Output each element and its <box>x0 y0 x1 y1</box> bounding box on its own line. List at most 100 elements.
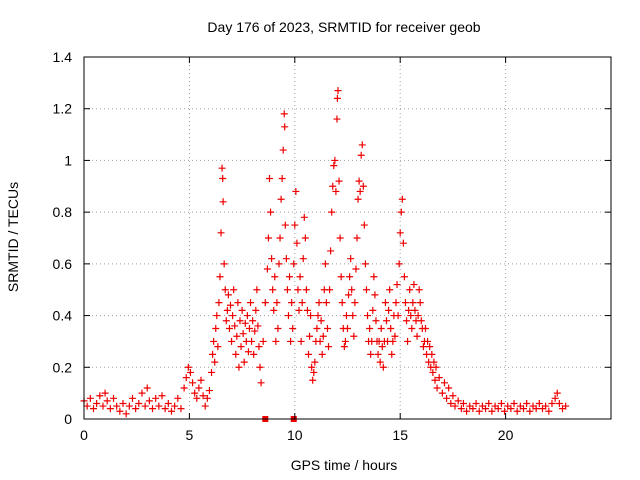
data-point <box>367 350 375 358</box>
data-point <box>218 164 226 172</box>
data-point <box>269 286 277 294</box>
data-point <box>236 317 244 325</box>
data-point <box>282 255 290 263</box>
data-point <box>387 325 395 332</box>
data-point <box>356 187 364 195</box>
data-point <box>488 407 496 415</box>
data-point <box>548 399 556 407</box>
data-point <box>388 350 396 358</box>
data-point <box>421 325 429 332</box>
data-point <box>89 405 97 413</box>
data-point <box>203 394 211 402</box>
data-point <box>177 405 185 413</box>
data-point <box>158 392 166 400</box>
data-point <box>394 312 402 320</box>
data-points <box>80 87 570 418</box>
data-point <box>306 332 314 340</box>
chart-title: Day 176 of 2023, SRMTID for receiver geo… <box>207 19 480 35</box>
data-point <box>199 392 207 400</box>
data-point <box>407 312 415 320</box>
data-point <box>256 363 264 371</box>
data-point <box>248 337 256 345</box>
data-point <box>212 325 220 332</box>
data-point <box>376 358 384 366</box>
data-point <box>332 187 340 195</box>
data-point <box>271 273 279 281</box>
data-point <box>307 312 315 320</box>
data-point <box>219 198 227 206</box>
data-point <box>277 195 285 203</box>
data-point <box>164 399 172 407</box>
data-point <box>215 299 223 307</box>
data-point <box>257 379 265 387</box>
data-point <box>395 260 403 268</box>
data-point <box>472 399 480 407</box>
data-point <box>241 319 249 327</box>
data-point <box>430 358 438 366</box>
plot-frame <box>83 56 612 420</box>
data-point <box>86 394 94 402</box>
data-point <box>393 281 401 289</box>
data-point <box>284 312 292 320</box>
data-point <box>249 317 257 325</box>
data-point <box>331 156 339 164</box>
data-point <box>342 312 350 320</box>
data-point <box>119 399 127 407</box>
data-point <box>184 363 192 371</box>
data-point <box>297 337 305 345</box>
data-point <box>317 317 325 325</box>
data-point <box>243 312 251 320</box>
data-point <box>410 281 418 289</box>
data-point <box>341 337 349 345</box>
data-point <box>403 317 411 325</box>
data-point <box>225 325 233 332</box>
y-tick-label: 1.4 <box>53 49 73 65</box>
data-point <box>340 343 348 351</box>
data-point <box>229 312 237 320</box>
data-point <box>135 399 143 407</box>
data-point <box>294 286 302 294</box>
data-point <box>354 195 362 203</box>
data-point <box>224 291 232 299</box>
data-point <box>438 389 446 397</box>
data-point <box>272 337 280 345</box>
data-point <box>113 402 121 410</box>
data-point <box>221 286 229 294</box>
data-point <box>345 291 353 299</box>
data-point <box>141 402 149 410</box>
data-point <box>222 317 230 325</box>
data-point <box>408 325 416 332</box>
data-point <box>216 273 224 281</box>
data-point <box>348 286 356 294</box>
data-point <box>346 273 354 281</box>
data-point <box>445 384 453 392</box>
data-point <box>259 337 267 345</box>
data-point <box>296 273 304 281</box>
data-point <box>261 299 269 307</box>
data-point <box>353 234 361 242</box>
data-point <box>103 397 111 405</box>
data-point <box>281 123 289 131</box>
data-point <box>520 405 528 413</box>
data-point <box>122 410 130 418</box>
data-point <box>275 260 283 268</box>
data-point <box>553 389 561 397</box>
data-point <box>382 317 390 325</box>
data-point <box>392 299 400 307</box>
axis-ticks: 0 5 10 15 20 0 0.2 0.4 0.6 0.8 1 1.2 1.4 <box>53 49 611 443</box>
data-point <box>132 405 140 413</box>
data-point <box>323 325 331 332</box>
data-point <box>237 343 245 351</box>
data-point <box>424 337 432 345</box>
data-point <box>358 141 366 149</box>
data-point <box>314 312 322 320</box>
data-point <box>396 229 404 237</box>
data-point <box>398 195 406 203</box>
data-point <box>364 312 372 320</box>
y-tick-label: 1 <box>64 152 72 168</box>
data-point <box>167 407 175 415</box>
data-point <box>286 273 294 281</box>
data-point <box>195 384 203 392</box>
data-point <box>305 350 313 358</box>
data-point <box>268 255 276 263</box>
